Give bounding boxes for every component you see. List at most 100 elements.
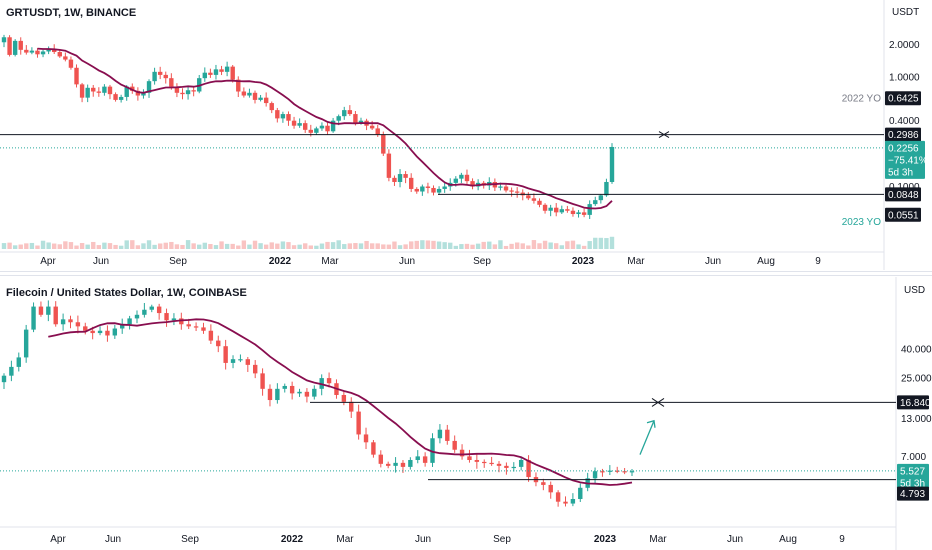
candle-body[interactable] — [326, 378, 332, 384]
candle-body[interactable] — [356, 411, 361, 435]
candle-body[interactable] — [180, 92, 185, 95]
candle-body[interactable] — [303, 123, 308, 130]
candle-body[interactable] — [68, 319, 73, 323]
candle-body[interactable] — [622, 471, 627, 473]
candle-body[interactable] — [503, 186, 509, 191]
candle-body[interactable] — [179, 318, 184, 325]
candle-body[interactable] — [325, 125, 330, 132]
x-marker-icon[interactable] — [658, 131, 670, 139]
candle-body[interactable] — [16, 357, 21, 367]
candle-body[interactable] — [79, 84, 85, 98]
candle-body[interactable] — [403, 174, 408, 178]
candle-body[interactable] — [60, 319, 66, 325]
candle-body[interactable] — [146, 81, 152, 93]
candle-body[interactable] — [548, 484, 553, 493]
candle-body[interactable] — [31, 306, 36, 330]
candle-body[interactable] — [598, 195, 604, 201]
candle-body[interactable] — [245, 359, 251, 365]
candle-body[interactable] — [85, 87, 90, 98]
grt-chart-svg[interactable]: 2.00001.00000.40000.1000AprJunSep2022Mar… — [0, 0, 932, 270]
candle-body[interactable] — [135, 90, 141, 96]
candle-body[interactable] — [118, 96, 124, 100]
candle-body[interactable] — [130, 86, 135, 91]
candle-body[interactable] — [63, 56, 68, 60]
candle-body[interactable] — [347, 110, 353, 115]
candle-body[interactable] — [263, 97, 269, 104]
candle-body[interactable] — [280, 114, 286, 119]
candle-body[interactable] — [629, 471, 635, 473]
candle-body[interactable] — [275, 388, 280, 401]
candle-body[interactable] — [422, 456, 428, 463]
candle-body[interactable] — [459, 174, 464, 179]
candle-body[interactable] — [12, 40, 18, 55]
candle-body[interactable] — [531, 198, 537, 201]
candle-body[interactable] — [230, 66, 235, 80]
candle-body[interactable] — [52, 48, 57, 53]
candle-body[interactable] — [252, 92, 258, 100]
candle-body[interactable] — [578, 487, 583, 499]
candle-body[interactable] — [201, 327, 206, 331]
candle-body[interactable] — [537, 200, 542, 205]
candle-body[interactable] — [464, 174, 470, 182]
candle-body[interactable] — [213, 69, 219, 75]
candle-body[interactable] — [330, 120, 336, 132]
candle-body[interactable] — [542, 204, 548, 211]
candle-body[interactable] — [431, 187, 436, 193]
candle-body[interactable] — [509, 190, 514, 192]
candle-body[interactable] — [498, 186, 503, 188]
candle-body[interactable] — [149, 306, 154, 310]
candle-body[interactable] — [415, 456, 420, 460]
candle-body[interactable] — [319, 125, 325, 129]
candle-body[interactable] — [342, 110, 347, 117]
candle-body[interactable] — [381, 134, 386, 154]
candle-body[interactable] — [7, 37, 12, 55]
candle-body[interactable] — [202, 72, 208, 79]
candle-body[interactable] — [467, 456, 472, 460]
candle-body[interactable] — [112, 328, 118, 336]
candle-body[interactable] — [219, 69, 224, 72]
candle-body[interactable] — [174, 86, 180, 93]
candle-body[interactable] — [185, 90, 191, 95]
candle-body[interactable] — [563, 501, 568, 504]
candle-body[interactable] — [297, 391, 302, 394]
candle-body[interactable] — [554, 207, 559, 213]
candle-body[interactable] — [452, 440, 457, 450]
candle-body[interactable] — [105, 330, 110, 336]
candle-body[interactable] — [216, 340, 221, 347]
candle-body[interactable] — [157, 71, 163, 75]
candle-body[interactable] — [97, 330, 103, 334]
candle-body[interactable] — [615, 470, 620, 472]
candle-body[interactable] — [392, 177, 397, 182]
candle-body[interactable] — [275, 110, 280, 119]
pane-divider[interactable] — [0, 271, 932, 276]
candle-body[interactable] — [35, 50, 40, 55]
candle-body[interactable] — [260, 373, 265, 389]
candle-body[interactable] — [74, 67, 79, 85]
projection-arrow-icon[interactable] — [639, 420, 655, 455]
candle-body[interactable] — [53, 306, 58, 325]
candle-body[interactable] — [68, 59, 74, 68]
candle-body[interactable] — [24, 49, 29, 53]
candle-body[interactable] — [548, 207, 553, 211]
candle-body[interactable] — [470, 181, 475, 187]
candle-body[interactable] — [46, 306, 51, 315]
candle-body[interactable] — [96, 91, 102, 93]
candle-body[interactable] — [29, 50, 35, 53]
candle-body[interactable] — [247, 92, 252, 96]
candle-body[interactable] — [241, 91, 247, 96]
candle-body[interactable] — [40, 51, 46, 55]
candle-body[interactable] — [102, 86, 107, 93]
candle-body[interactable] — [308, 129, 313, 133]
candle-body[interactable] — [142, 309, 147, 315]
candle-body[interactable] — [90, 330, 95, 334]
candle-body[interactable] — [286, 114, 291, 121]
candle-body[interactable] — [46, 48, 51, 52]
candle-body[interactable] — [223, 346, 228, 363]
candle-body[interactable] — [397, 174, 403, 182]
fil-chart-pane[interactable]: 40.000 25.000 13.000 7.000 Apr Jun Sep 2022 Mar J… — [0, 277, 932, 550]
candle-body[interactable] — [208, 330, 214, 341]
candle-body[interactable] — [604, 181, 609, 196]
grt-chart-pane[interactable]: 2.00001.00000.40000.1000AprJunSep2022Mar… — [0, 0, 932, 270]
candle-body[interactable] — [511, 466, 516, 469]
candle-body[interactable] — [430, 438, 435, 463]
